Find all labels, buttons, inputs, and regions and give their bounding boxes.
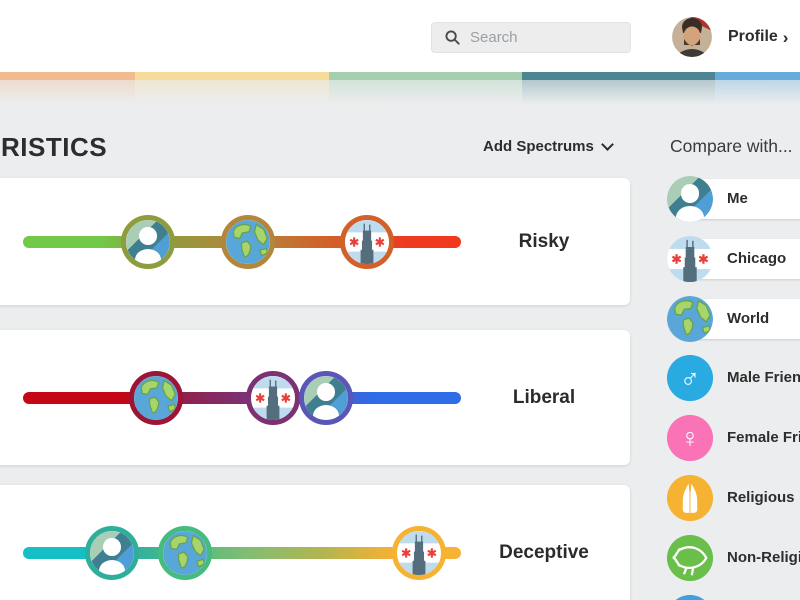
search-input[interactable] bbox=[468, 28, 622, 47]
sidebar-icon-partial[interactable] bbox=[667, 595, 713, 600]
globe-icon bbox=[667, 296, 713, 342]
add-spectrums-label: Add Spectrums bbox=[483, 138, 594, 155]
page-title: RISTICS bbox=[1, 132, 108, 162]
spectrum-label: Risky bbox=[518, 230, 570, 252]
person-icon bbox=[89, 530, 134, 575]
chicago-flag-icon bbox=[251, 375, 296, 420]
sidebar-label-female-friends: Female Friends bbox=[727, 429, 800, 446]
color-bar-segment bbox=[135, 72, 329, 80]
color-bar-segment bbox=[715, 72, 800, 80]
color-bar-fade-segment bbox=[135, 80, 329, 104]
spectrum-card-deceptive: Deceptive bbox=[0, 485, 630, 600]
color-bar-fade-segment bbox=[715, 80, 800, 104]
sidebar-icon-world[interactable] bbox=[667, 296, 713, 342]
color-bar-fade-segment bbox=[329, 80, 522, 104]
color-bar-fade-segment bbox=[522, 80, 715, 104]
marker-chicago[interactable] bbox=[339, 214, 394, 269]
marker-me[interactable] bbox=[84, 525, 139, 580]
chicago-flag-icon bbox=[344, 219, 389, 264]
person-icon bbox=[304, 375, 349, 420]
chicago-flag-icon bbox=[667, 236, 713, 282]
marker-world[interactable] bbox=[221, 214, 276, 269]
sidebar-icon-non-religious[interactable] bbox=[667, 535, 713, 581]
marker-world[interactable] bbox=[158, 525, 213, 580]
darwin-fish-icon bbox=[667, 535, 713, 581]
praying-hands-icon bbox=[667, 475, 713, 521]
profile-button[interactable]: Profile › bbox=[672, 15, 788, 59]
chevron-right-icon: › bbox=[782, 27, 789, 47]
chicago-flag-icon bbox=[396, 530, 441, 575]
color-bar-segment bbox=[522, 72, 715, 80]
sidebar-icon-chicago[interactable] bbox=[667, 236, 713, 282]
spectrum-color-bar-fade bbox=[0, 80, 800, 104]
sidebar-label-non-religious: Non-Religious bbox=[727, 549, 800, 566]
spectrum-color-bar bbox=[0, 72, 800, 80]
search-icon bbox=[445, 30, 460, 45]
marker-chicago[interactable] bbox=[246, 370, 301, 425]
globe-icon bbox=[226, 219, 271, 264]
color-bar-segment bbox=[329, 72, 522, 80]
color-bar-fade-segment bbox=[0, 80, 135, 104]
spectrum-card-liberal: Liberal bbox=[0, 330, 630, 465]
spectrum-card-risky: Risky bbox=[0, 178, 630, 305]
male-icon: ♂ bbox=[667, 355, 713, 401]
sidebar-icon-male-friends[interactable]: ♂ bbox=[667, 355, 713, 401]
sidebar-label-religious: Religious bbox=[727, 489, 795, 506]
chevron-down-icon bbox=[600, 138, 614, 151]
circle-icon bbox=[667, 595, 713, 600]
sidebar-label-me: Me bbox=[727, 190, 748, 207]
compare-with-heading: Compare with... bbox=[670, 136, 793, 156]
marker-world[interactable] bbox=[129, 370, 184, 425]
sidebar-icon-me[interactable] bbox=[667, 176, 713, 222]
spectrum-label: Deceptive bbox=[499, 541, 589, 563]
profile-label: Profile bbox=[728, 28, 778, 45]
marker-chicago[interactable] bbox=[391, 525, 446, 580]
globe-icon bbox=[134, 375, 179, 420]
app-header: Profile › bbox=[0, 0, 800, 72]
spectrum-track bbox=[23, 391, 461, 404]
marker-me[interactable] bbox=[299, 370, 354, 425]
sidebar-label-world: World bbox=[727, 310, 770, 327]
user-avatar[interactable] bbox=[672, 17, 712, 57]
person-icon bbox=[667, 176, 713, 222]
color-bar-segment bbox=[0, 72, 135, 80]
globe-icon bbox=[163, 530, 208, 575]
sidebar-icon-female-friends[interactable]: ♀ bbox=[667, 415, 713, 461]
add-spectrums-button[interactable]: Add Spectrums bbox=[483, 138, 614, 155]
person-icon bbox=[125, 219, 170, 264]
sidebar-icon-religious[interactable] bbox=[667, 475, 713, 521]
female-icon: ♀ bbox=[667, 415, 713, 461]
marker-me[interactable] bbox=[120, 214, 175, 269]
sidebar-label-chicago: Chicago bbox=[727, 250, 787, 267]
sidebar-label-male-friends: Male Friends bbox=[727, 369, 800, 386]
search-box[interactable] bbox=[431, 22, 631, 53]
spectrum-label: Liberal bbox=[512, 386, 576, 408]
